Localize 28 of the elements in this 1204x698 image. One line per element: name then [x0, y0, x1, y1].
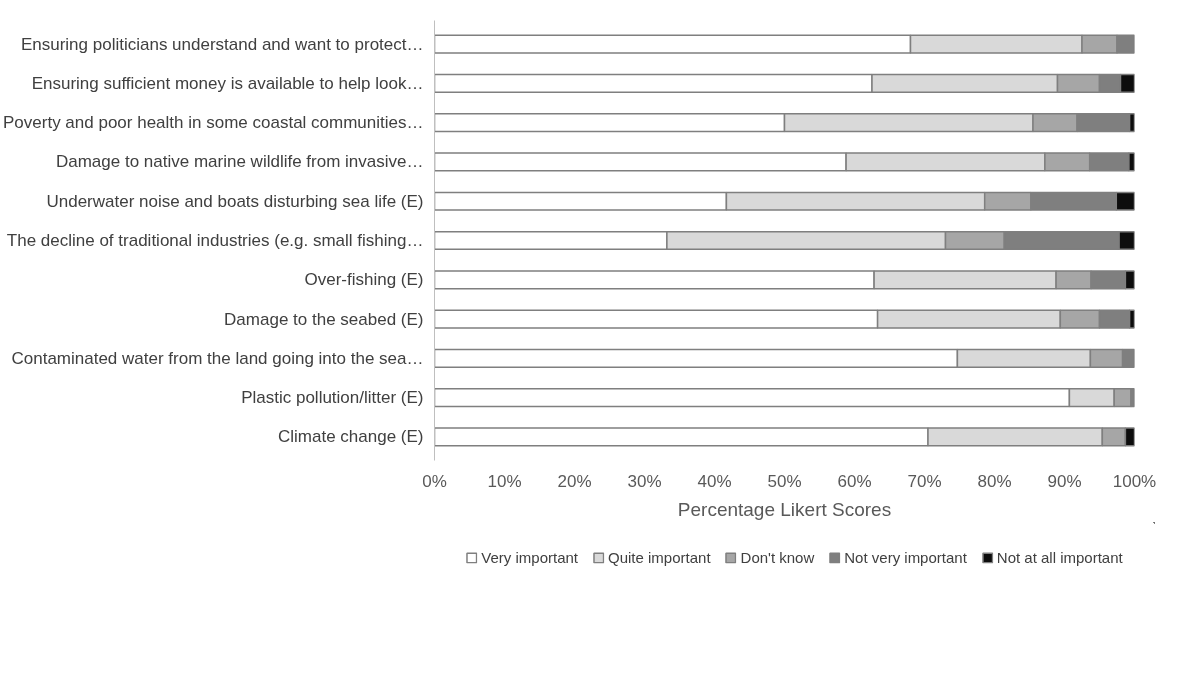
x-tick-label: 60% [837, 471, 872, 491]
x-tick-label: 90% [1047, 471, 1082, 491]
y-tick-label: Climate change (E) [278, 427, 424, 447]
x-axis-title: Percentage Likert Scores [677, 498, 892, 520]
y-tick-label: Over-fishing (E) [304, 270, 424, 290]
y-tick-label: Contaminated water from the land going into the sea… [11, 348, 424, 368]
y-tick-label: The decline of traditional industries (e.g. small fishing… [6, 231, 424, 250]
x-tick-label: 10% [487, 471, 522, 491]
y-tick-label: Poverty and poor health in some coastal communities… [3, 113, 424, 133]
x-tick-label: 40% [697, 471, 732, 491]
x-tick-label: 30% [627, 471, 662, 491]
legend-label: Not at all important [996, 548, 1123, 566]
y-tick-label: Plastic pollution/litter (E) [241, 388, 424, 408]
legend-label: Very important [481, 548, 578, 566]
y-tick-label: Ensuring politicians understand and want to protect… [20, 34, 424, 54]
x-tick-label: 100% [1112, 471, 1157, 491]
x-tick-label: 50% [767, 471, 802, 491]
legend-label: Not very important [844, 548, 967, 566]
y-tick-label: Underwater noise and boats disturbing sea life (E) [46, 191, 424, 211]
x-tick-label: 70% [907, 471, 942, 491]
x-tick-label: 20% [557, 471, 592, 491]
y-tick-label: Damage to native marine wildlife from invasive… [55, 152, 424, 172]
legend-label: Don't know [740, 548, 815, 566]
y-tick-label: Damage to the seabed (E) [224, 309, 424, 329]
legend-label: Quite important [608, 548, 711, 566]
x-tick-label: 80% [977, 471, 1012, 491]
x-tick-label: 0% [422, 471, 447, 491]
y-tick-label: Ensuring sufficient money is available to help look… [31, 73, 424, 93]
